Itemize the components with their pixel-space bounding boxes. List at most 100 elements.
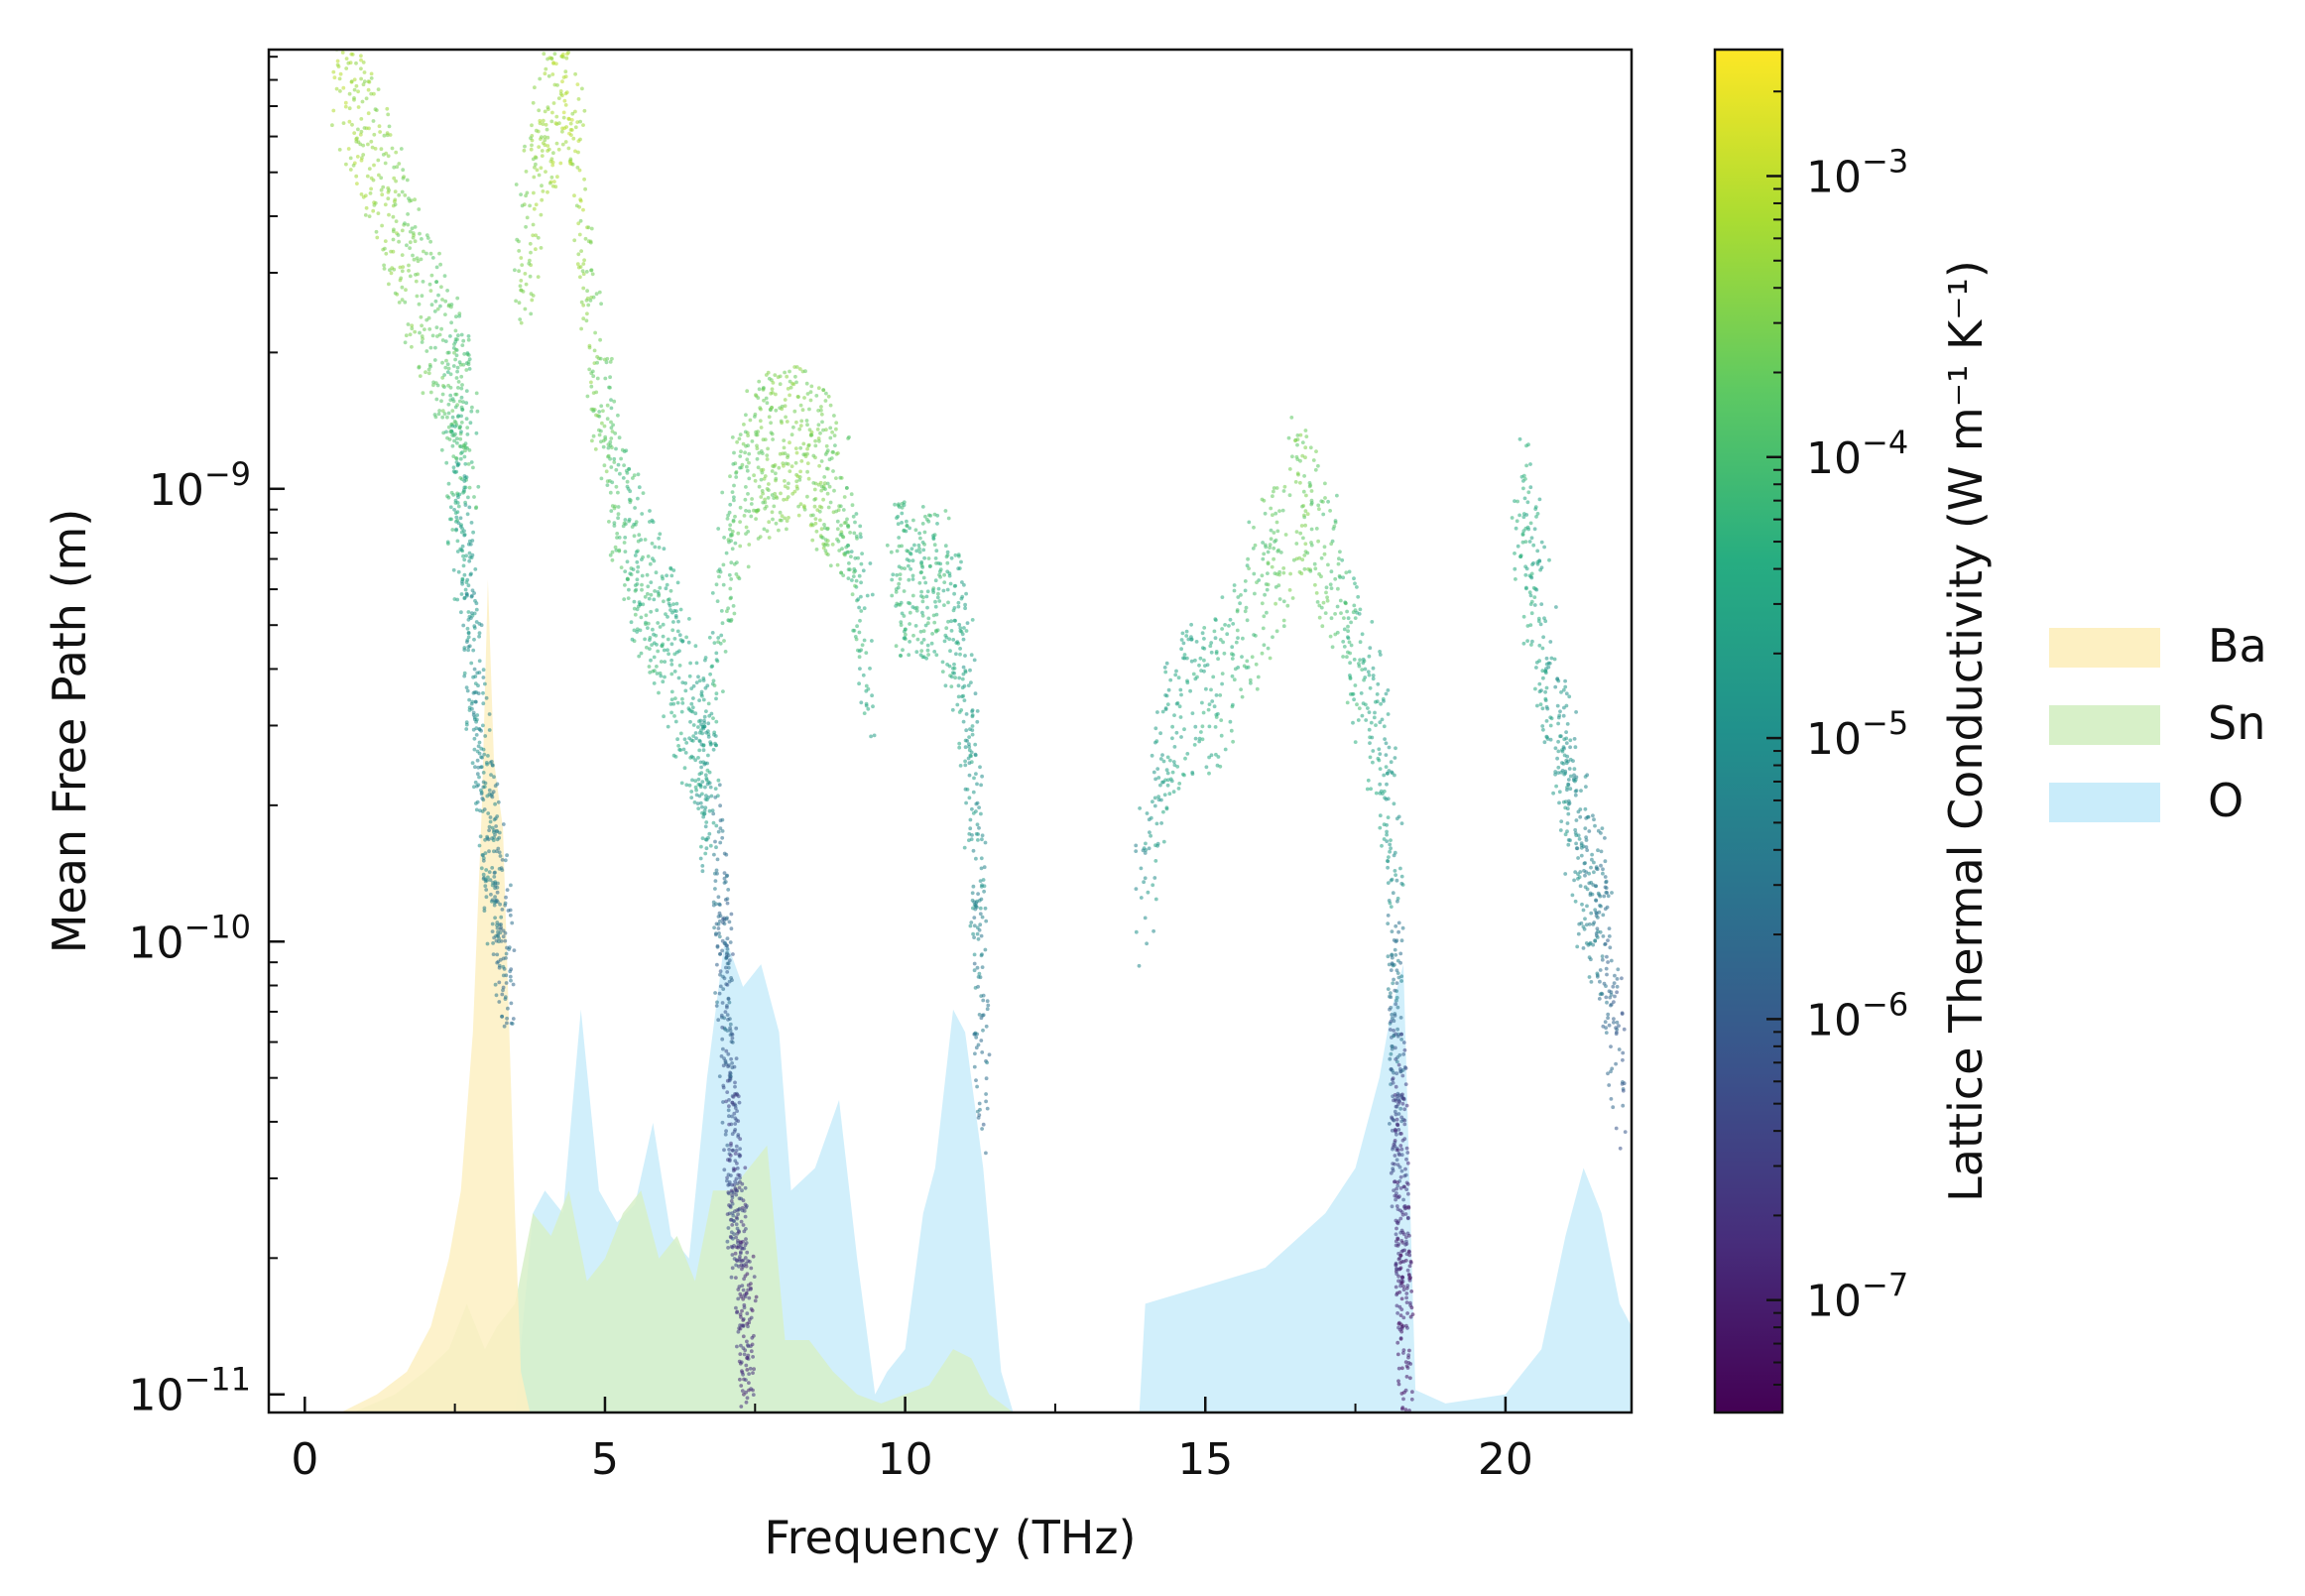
scatter-point	[1404, 1295, 1408, 1300]
scatter-point	[958, 764, 963, 768]
scatter-point	[435, 307, 440, 311]
scatter-point	[738, 1326, 743, 1331]
scatter-point	[1286, 435, 1291, 440]
scatter-point	[1538, 622, 1543, 627]
scatter-point	[1395, 1034, 1400, 1039]
scatter-point	[729, 1188, 734, 1193]
scatter-point	[1358, 658, 1362, 663]
scatter-point	[484, 868, 489, 872]
scatter-point	[425, 251, 428, 256]
scatter-point	[1272, 486, 1276, 490]
scatter-point	[463, 503, 468, 507]
scatter-point	[738, 1377, 742, 1382]
scatter-point	[487, 828, 491, 832]
scatter-point	[1316, 463, 1320, 468]
scatter-point	[1556, 771, 1561, 775]
scatter-point	[716, 636, 721, 640]
scatter-point	[1163, 707, 1168, 711]
scatter-point	[1319, 555, 1324, 560]
scatter-point	[1577, 921, 1582, 926]
scatter-point	[741, 1334, 746, 1339]
scatter-point	[736, 1329, 741, 1334]
scatter-point	[730, 1148, 735, 1153]
scatter-point	[1395, 1311, 1399, 1315]
scatter-point	[959, 559, 963, 564]
scatter-point	[352, 36, 356, 40]
scatter-point	[771, 391, 775, 395]
scatter-point	[1398, 1186, 1403, 1190]
scatter-point	[936, 586, 941, 591]
scatter-point	[738, 1147, 742, 1151]
scatter-point	[1199, 730, 1203, 734]
scatter-point	[761, 437, 766, 442]
scatter-point	[895, 572, 900, 577]
scatter-point	[687, 617, 691, 621]
scatter-point	[678, 731, 683, 736]
scatter-point	[741, 1346, 746, 1350]
scatter-point	[538, 76, 543, 81]
scatter-point	[465, 593, 469, 598]
scatter-point	[718, 972, 722, 977]
scatter-point	[466, 645, 471, 649]
scatter-point	[714, 691, 719, 696]
scatter-point	[1594, 933, 1599, 938]
scatter-point	[850, 578, 854, 582]
scatter-point	[713, 879, 718, 883]
scatter-point	[462, 674, 467, 678]
scatter-point	[474, 620, 479, 624]
scatter-point	[433, 345, 437, 350]
scatter-point	[717, 931, 721, 935]
scatter-point	[1559, 734, 1563, 739]
scatter-point	[341, 85, 346, 90]
scatter-point	[1161, 809, 1165, 814]
scatter-point	[719, 1013, 724, 1018]
scatter-point	[609, 436, 614, 440]
scatter-point	[420, 294, 425, 299]
scatter-point	[728, 1033, 733, 1038]
scatter-point	[1621, 1103, 1626, 1108]
scatter-point	[633, 583, 638, 587]
colorbar-tick-label: 10−5	[1806, 704, 1908, 765]
scatter-point	[899, 600, 904, 605]
scatter-point	[1399, 1115, 1404, 1120]
scatter-point	[573, 31, 577, 35]
scatter-point	[979, 866, 984, 871]
scatter-point	[977, 1013, 982, 1017]
scatter-point	[1232, 677, 1237, 682]
scatter-point	[1386, 914, 1391, 918]
scatter-point	[541, 189, 546, 193]
scatter-point	[970, 732, 975, 737]
scatter-point	[1601, 1024, 1606, 1029]
scatter-point	[810, 538, 815, 543]
scatter-point	[662, 714, 666, 719]
scatter-point	[561, 115, 566, 120]
scatter-point	[455, 550, 460, 553]
scatter-point	[621, 524, 626, 529]
scatter-point	[474, 391, 479, 396]
scatter-point	[670, 628, 675, 633]
scatter-point	[1400, 1073, 1405, 1078]
scatter-point	[462, 557, 467, 562]
colorbar-label: Lattice Thermal Conductivity (W m⁻¹ K⁻¹)	[1939, 260, 1993, 1202]
scatter-point	[1407, 1253, 1412, 1258]
scatter-point	[470, 706, 474, 711]
scatter-point	[440, 392, 445, 397]
scatter-point	[508, 974, 513, 979]
scatter-point	[456, 521, 461, 526]
scatter-point	[575, 166, 580, 170]
scatter-point	[639, 651, 644, 656]
scatter-point	[728, 474, 732, 479]
scatter-point	[813, 438, 817, 443]
scatter-point	[740, 1188, 744, 1193]
scatter-point	[1394, 1197, 1397, 1202]
scatter-point	[1272, 489, 1275, 494]
scatter-point	[477, 775, 481, 780]
scatter-point	[1368, 685, 1373, 690]
scatter-point	[355, 155, 360, 159]
scatter-point	[377, 173, 381, 178]
scatter-point	[1517, 513, 1521, 518]
scatter-point	[850, 592, 855, 597]
scatter-point	[1600, 826, 1605, 830]
scatter-point	[1362, 677, 1366, 682]
scatter-point	[1153, 726, 1158, 731]
